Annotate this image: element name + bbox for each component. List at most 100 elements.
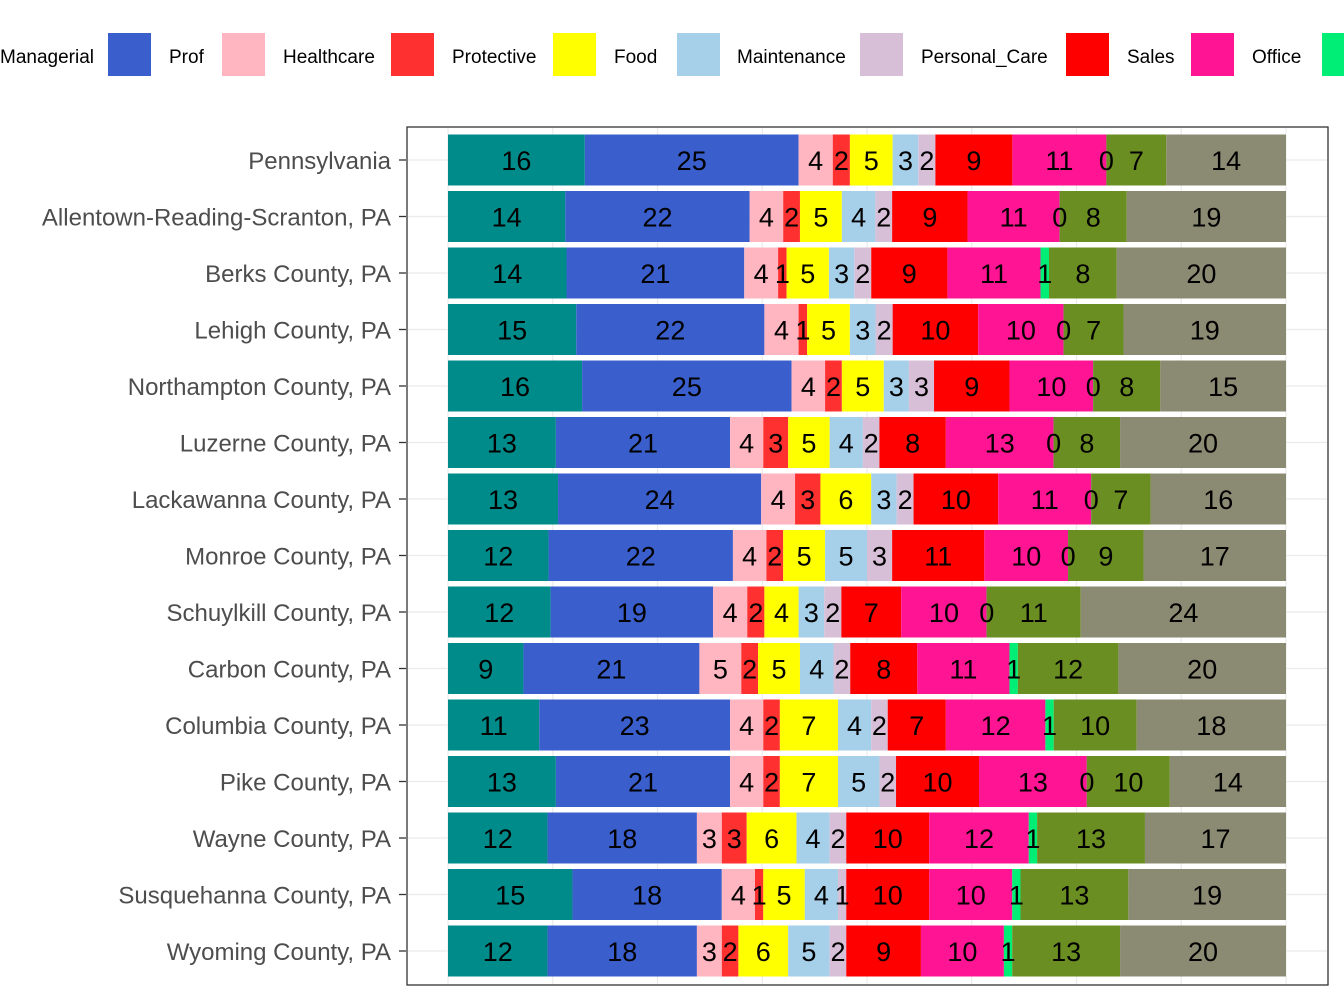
bar-segment-office-lackawanna-county-pa [998,473,1092,525]
bar-segment-series-12-schuylkill-county-pa [1080,586,1286,638]
data-label: 4 [847,711,862,741]
data-label: 22 [655,316,685,346]
data-label: 10 [873,881,903,911]
bar-segment-series-10-columbia-county-pa [1045,699,1054,751]
data-label: 0 [1079,768,1094,798]
bar-segment-healthcare-lackawanna-county-pa [761,473,796,525]
legend-label-personal-care: Personal_Care [921,47,1048,68]
bar-segment-series-11-columbia-county-pa [1053,699,1137,751]
data-label: 2 [784,203,799,233]
legend-label-protective: Protective [452,47,536,68]
data-label: 9 [902,259,917,289]
bar-segment-protective-berks-county-pa [778,247,787,299]
bar-segment-series-12-pike-county-pa [1169,756,1286,807]
y-tick-label-wayne-county-pa: Wayne County, PA [193,826,391,853]
bar-segment-healthcare-susquehanna-county-pa [721,869,755,920]
bar-segment-healthcare-pike-county-pa [730,756,764,807]
bar-segment-series-12-susquehanna-county-pa [1128,869,1286,920]
bar-segment-protective-pennsylvania [832,134,850,186]
legend-key [860,33,903,76]
bar-segment-personal-care-monroe-county-pa [867,530,893,581]
bar-segment-office-monroe-county-pa [984,530,1069,581]
data-label: 2 [919,146,934,176]
legend-key [677,33,720,76]
bar-segment-series-12-lehigh-county-pa [1123,304,1286,355]
bar-segment-sales-carbon-county-pa [850,643,918,694]
data-label: 0 [1084,485,1099,515]
bar-segment-series-11-pike-county-pa [1086,756,1170,807]
bar-segment-healthcare-allentown-reading-scranton-pa [749,191,784,242]
data-label: 21 [596,655,626,685]
bar-segment-office-columbia-county-pa [945,699,1046,751]
bar-segment-office-schuylkill-county-pa [901,586,987,638]
legend-label-sales: Sales [1127,47,1175,68]
bar-segment-healthcare-lehigh-county-pa [764,304,799,355]
bar-segment-prof-wayne-county-pa [547,812,697,864]
bar-segment-series-11-schuylkill-county-pa [986,586,1081,638]
bar-segment-maintenance-northampton-county-pa [883,360,909,412]
bar-segment-office-luzerne-county-pa [945,417,1054,468]
bar-segment-protective-columbia-county-pa [763,699,780,751]
bar-segment-personal-care-pennsylvania [918,134,936,186]
bar-segment-personal-care-carbon-county-pa [833,643,851,694]
data-label: 2 [855,259,870,289]
data-label: 10 [929,598,959,628]
legend-label-office: Office [1252,47,1301,68]
bar-segment-maintenance-allentown-reading-scranton-pa [841,191,876,242]
data-label: 14 [492,259,522,289]
legend-key [1191,33,1234,76]
y-tick-label-carbon-county-pa: Carbon County, PA [188,657,391,684]
data-label: 5 [797,542,812,572]
data-label: 22 [626,542,656,572]
data-label: 2 [742,655,757,685]
data-label: 21 [628,768,658,798]
bar-segment-prof-susquehanna-county-pa [572,869,722,920]
bars [448,134,1286,977]
y-tick-label-pike-county-pa: Pike County, PA [220,770,391,797]
data-label: 3 [876,485,891,515]
bar-segment-healthcare-pennsylvania [798,134,833,186]
data-label: 5 [864,146,879,176]
y-tick-label-wyoming-county-pa: Wyoming County, PA [167,939,391,966]
bar-segment-office-pike-county-pa [979,756,1087,807]
data-label: 18 [607,937,637,967]
data-label: 16 [501,146,531,176]
data-label: 2 [876,203,891,233]
bar-segment-sales-pike-county-pa [896,756,980,807]
data-label: 11 [924,542,952,572]
data-label: 13 [1059,881,1089,911]
bar-segment-personal-care-susquehanna-county-pa [837,869,847,920]
bar-segment-food-monroe-county-pa [783,530,826,581]
bar-segment-healthcare-northampton-county-pa [791,360,826,412]
data-label: 11 [949,655,977,685]
bar-segment-series-10-berks-county-pa [1040,247,1049,299]
bar-segment-prof-carbon-county-pa [523,643,700,694]
data-label: 10 [1006,316,1036,346]
bar-segment-series-12-berks-county-pa [1116,247,1286,299]
data-label: 1 [1037,259,1052,289]
data-label: 7 [1086,316,1101,346]
bar-segment-series-11-wayne-county-pa [1037,812,1145,864]
bar-segment-personal-care-northampton-county-pa [908,360,935,412]
bar-segment-maintenance-susquehanna-county-pa [804,869,838,920]
data-label: 9 [966,146,981,176]
data-label: 1 [835,881,850,911]
data-label: 2 [872,711,887,741]
bar-segment-series-11-pennsylvania [1106,134,1167,186]
bar-segment-series-12-carbon-county-pa [1118,643,1286,694]
bar-segment-food-susquehanna-county-pa [763,869,805,920]
bar-segment-personal-care-pike-county-pa [879,756,897,807]
data-label: 7 [801,711,816,741]
bar-segment-maintenance-columbia-county-pa [837,699,872,751]
data-label: 2 [764,768,779,798]
data-label: 10 [1011,542,1041,572]
y-tick-label-lackawanna-county-pa: Lackawanna County, PA [132,487,391,514]
bar-segment-personal-care-wyoming-county-pa [829,925,847,977]
data-label: 5 [777,881,792,911]
data-label: 5 [801,429,816,459]
data-label: 2 [767,542,782,572]
bar-segment-personal-care-schuylkill-county-pa [824,586,842,638]
bar-segment-food-lehigh-county-pa [807,304,850,355]
data-label: 1 [752,881,767,911]
bar-segment-sales-lehigh-county-pa [892,304,979,355]
